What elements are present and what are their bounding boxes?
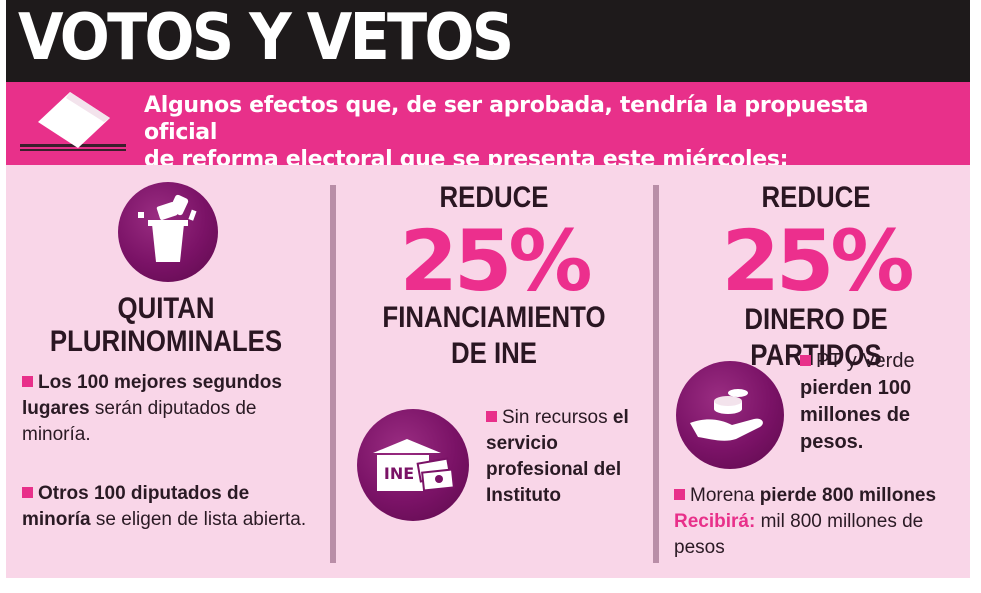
voting-podium-icon — [118, 182, 218, 282]
col1-item2-bold: Otros 100 diputados de minoría — [22, 483, 250, 530]
col2-note: Sin recursos el servicio profesional del… — [486, 405, 636, 509]
col3-note2-plain: Morena — [690, 485, 755, 506]
col2-top-label: REDUCE — [439, 181, 549, 214]
bullet-square — [800, 355, 811, 366]
content-area: QUITAN PLURINOMINALES Los 100 mejores se… — [6, 165, 970, 578]
col3-top-label: REDUCE — [761, 181, 871, 214]
col1-item-2: Otros 100 diputados de minoría se eligen… — [22, 481, 322, 533]
ine-icon-label: INE — [383, 464, 415, 483]
col2-heading: FINANCIAMIENTO DE INE — [365, 300, 623, 372]
bullet-square — [486, 411, 497, 422]
col3-note2-rest: mil 800 millones de pesos — [674, 511, 924, 558]
page-title: VOTOS Y VETOS — [18, 1, 514, 75]
col3-percent: 25% — [721, 212, 914, 310]
col2-note-plain: Sin recursos — [502, 407, 608, 428]
ballot-icon — [20, 92, 126, 151]
bullet-square — [674, 489, 685, 500]
title-bar: VOTOS Y VETOS — [6, 0, 970, 82]
col3-note-1: PT y Verde pierden 100 millones de pesos… — [800, 348, 960, 456]
col2-percent: 25% — [399, 212, 592, 310]
col2-heading-line2: DE INE — [450, 337, 538, 370]
intro-text: Algunos efectos que, de ser aprobada, te… — [144, 92, 944, 173]
col1-item2-rest: se eligen de lista abierta. — [95, 509, 307, 530]
col1-item1-rest: serán diputados de minoría. — [22, 398, 257, 445]
column-divider — [653, 185, 659, 563]
column-divider — [330, 185, 336, 563]
col1-heading-line1: QUITAN — [117, 292, 215, 325]
col3-note-2: Morena pierde 800 millones Recibirá: mil… — [674, 483, 966, 561]
col1-item1-bold: Los 100 mejores segundos lugares — [22, 372, 282, 419]
col3-note1-plain: PT y Verde — [816, 350, 915, 372]
ine-building-money-icon: INE — [357, 409, 469, 521]
col2-note-bold: el servicio profesional del Instituto — [486, 407, 629, 506]
col1-heading-line2: PLURINOMINALES — [49, 325, 283, 358]
hand-coins-icon — [676, 361, 784, 469]
col3-note2-bold: pierde 800 millones — [759, 485, 937, 506]
bullet-square — [22, 376, 33, 387]
col3-heading: DINERO DE PARTIDOS — [744, 303, 888, 372]
intro-line-1: Algunos efectos que, de ser aprobada, te… — [144, 93, 869, 145]
col2-heading-line1: FINANCIAMIENTO — [382, 301, 606, 334]
col1-item-1: Los 100 mejores segundos lugares serán d… — [22, 370, 322, 448]
col3-note1-bold: pierden 100 millones de pesos. — [800, 377, 912, 453]
col3-note2-label: Recibirá: — [674, 511, 756, 532]
col1-heading: QUITAN PLURINOMINALES — [37, 292, 295, 358]
bullet-square — [22, 487, 33, 498]
intro-bar: Algunos efectos que, de ser aprobada, te… — [6, 82, 970, 172]
infographic: VOTOS Y VETOS Algunos efectos que, de se… — [6, 0, 970, 578]
